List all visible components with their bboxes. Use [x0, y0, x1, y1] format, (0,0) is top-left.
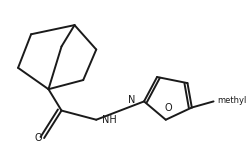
- Text: O: O: [164, 103, 172, 113]
- Text: N: N: [128, 95, 135, 105]
- Text: NH: NH: [102, 116, 116, 126]
- Text: methyl: methyl: [217, 96, 246, 105]
- Text: O: O: [35, 133, 42, 143]
